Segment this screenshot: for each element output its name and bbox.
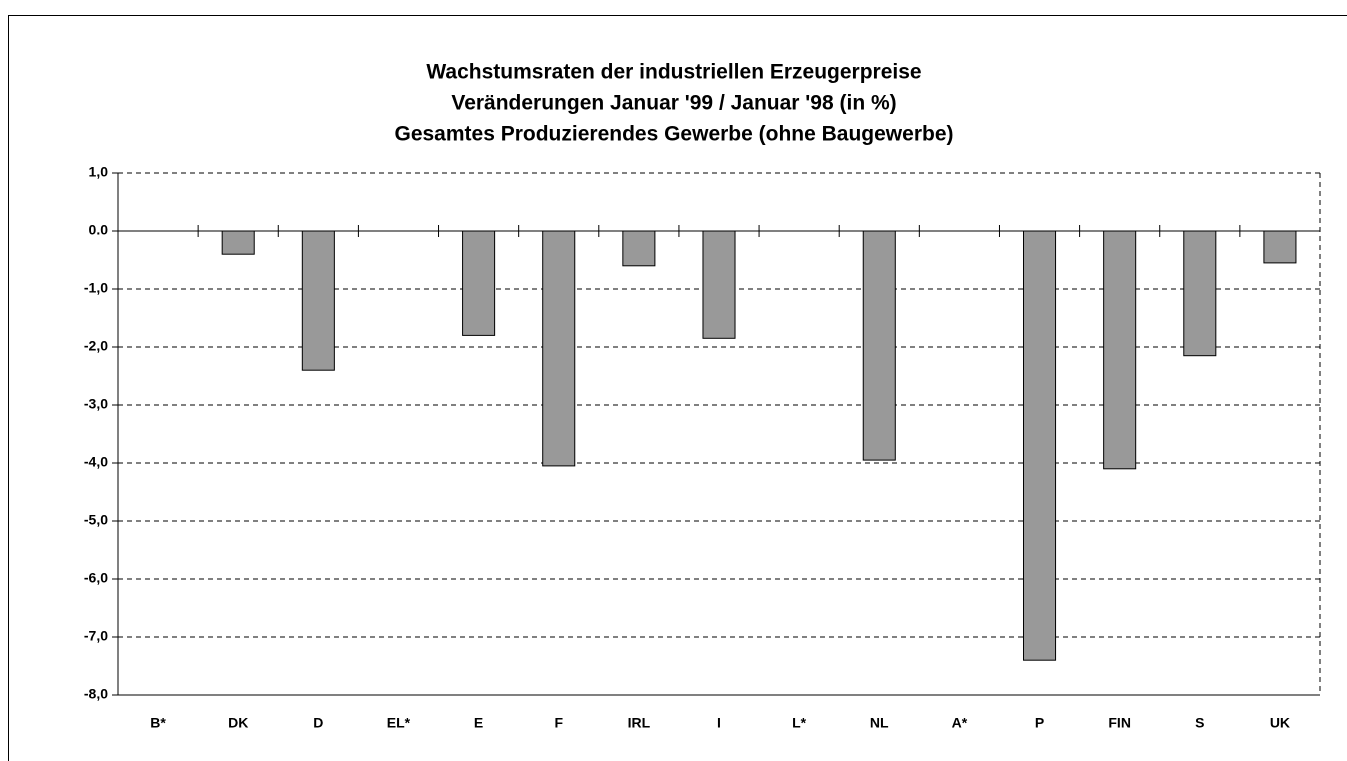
bar [1023, 230, 1057, 661]
bar [862, 230, 896, 461]
x-tick-label: NL [870, 715, 889, 731]
bar [1103, 230, 1137, 470]
y-tick-label: 0.0 [89, 222, 109, 238]
y-tick-label: -7,0 [84, 628, 108, 644]
bar [1183, 230, 1217, 357]
bar [542, 230, 576, 467]
x-tick-label: L* [792, 715, 807, 731]
x-tick-label: UK [1270, 715, 1290, 731]
y-tick-label: -8,0 [84, 686, 108, 702]
bar [301, 230, 335, 371]
y-tick-label: -5,0 [84, 512, 108, 528]
chart-title: Wachstumsraten der industriellen Erzeuge… [426, 61, 921, 84]
y-tick-label: 1,0 [89, 164, 109, 180]
x-tick-label: I [717, 715, 721, 731]
y-tick-label: -3,0 [84, 396, 108, 412]
chart-title: Veränderungen Januar '99 / Januar '98 (i… [451, 92, 896, 115]
bar [622, 230, 656, 267]
bar [702, 230, 736, 339]
x-tick-label: IRL [628, 715, 651, 731]
chart-frame [8, 15, 1347, 761]
x-tick-label: S [1195, 715, 1204, 731]
x-tick-label: E [474, 715, 483, 731]
x-tick-label: D [313, 715, 323, 731]
bar [221, 230, 255, 255]
x-tick-label: P [1035, 715, 1044, 731]
x-tick-label: B* [150, 715, 166, 731]
chart-title: Gesamtes Produzierendes Gewerbe (ohne Ba… [394, 123, 953, 146]
y-tick-label: -1,0 [84, 280, 108, 296]
bar [1263, 230, 1297, 264]
x-tick-label: A* [952, 715, 968, 731]
bar [462, 230, 496, 336]
x-tick-label: EL* [387, 715, 411, 731]
y-tick-label: -2,0 [84, 338, 108, 354]
y-tick-label: -6,0 [84, 570, 108, 586]
x-tick-label: FIN [1108, 715, 1131, 731]
x-tick-label: F [554, 715, 563, 731]
x-tick-label: DK [228, 715, 248, 731]
y-tick-label: -4,0 [84, 454, 108, 470]
